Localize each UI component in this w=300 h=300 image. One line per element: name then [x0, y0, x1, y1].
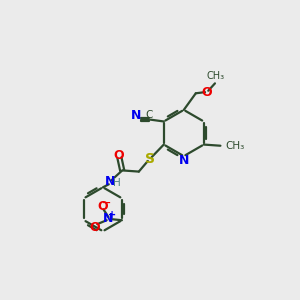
Text: N: N [131, 109, 142, 122]
Text: O: O [97, 200, 108, 213]
Text: S: S [145, 152, 155, 166]
Text: CH₃: CH₃ [206, 70, 224, 81]
Text: +: + [108, 210, 116, 220]
Text: O: O [89, 221, 100, 234]
Text: CH₃: CH₃ [226, 141, 245, 151]
Text: C: C [146, 110, 153, 121]
Text: N: N [179, 154, 189, 167]
Text: −: − [101, 198, 111, 208]
Text: N: N [103, 212, 114, 225]
Text: O: O [113, 149, 124, 162]
Text: N: N [105, 175, 116, 188]
Text: O: O [202, 85, 212, 99]
Text: H: H [113, 178, 121, 188]
